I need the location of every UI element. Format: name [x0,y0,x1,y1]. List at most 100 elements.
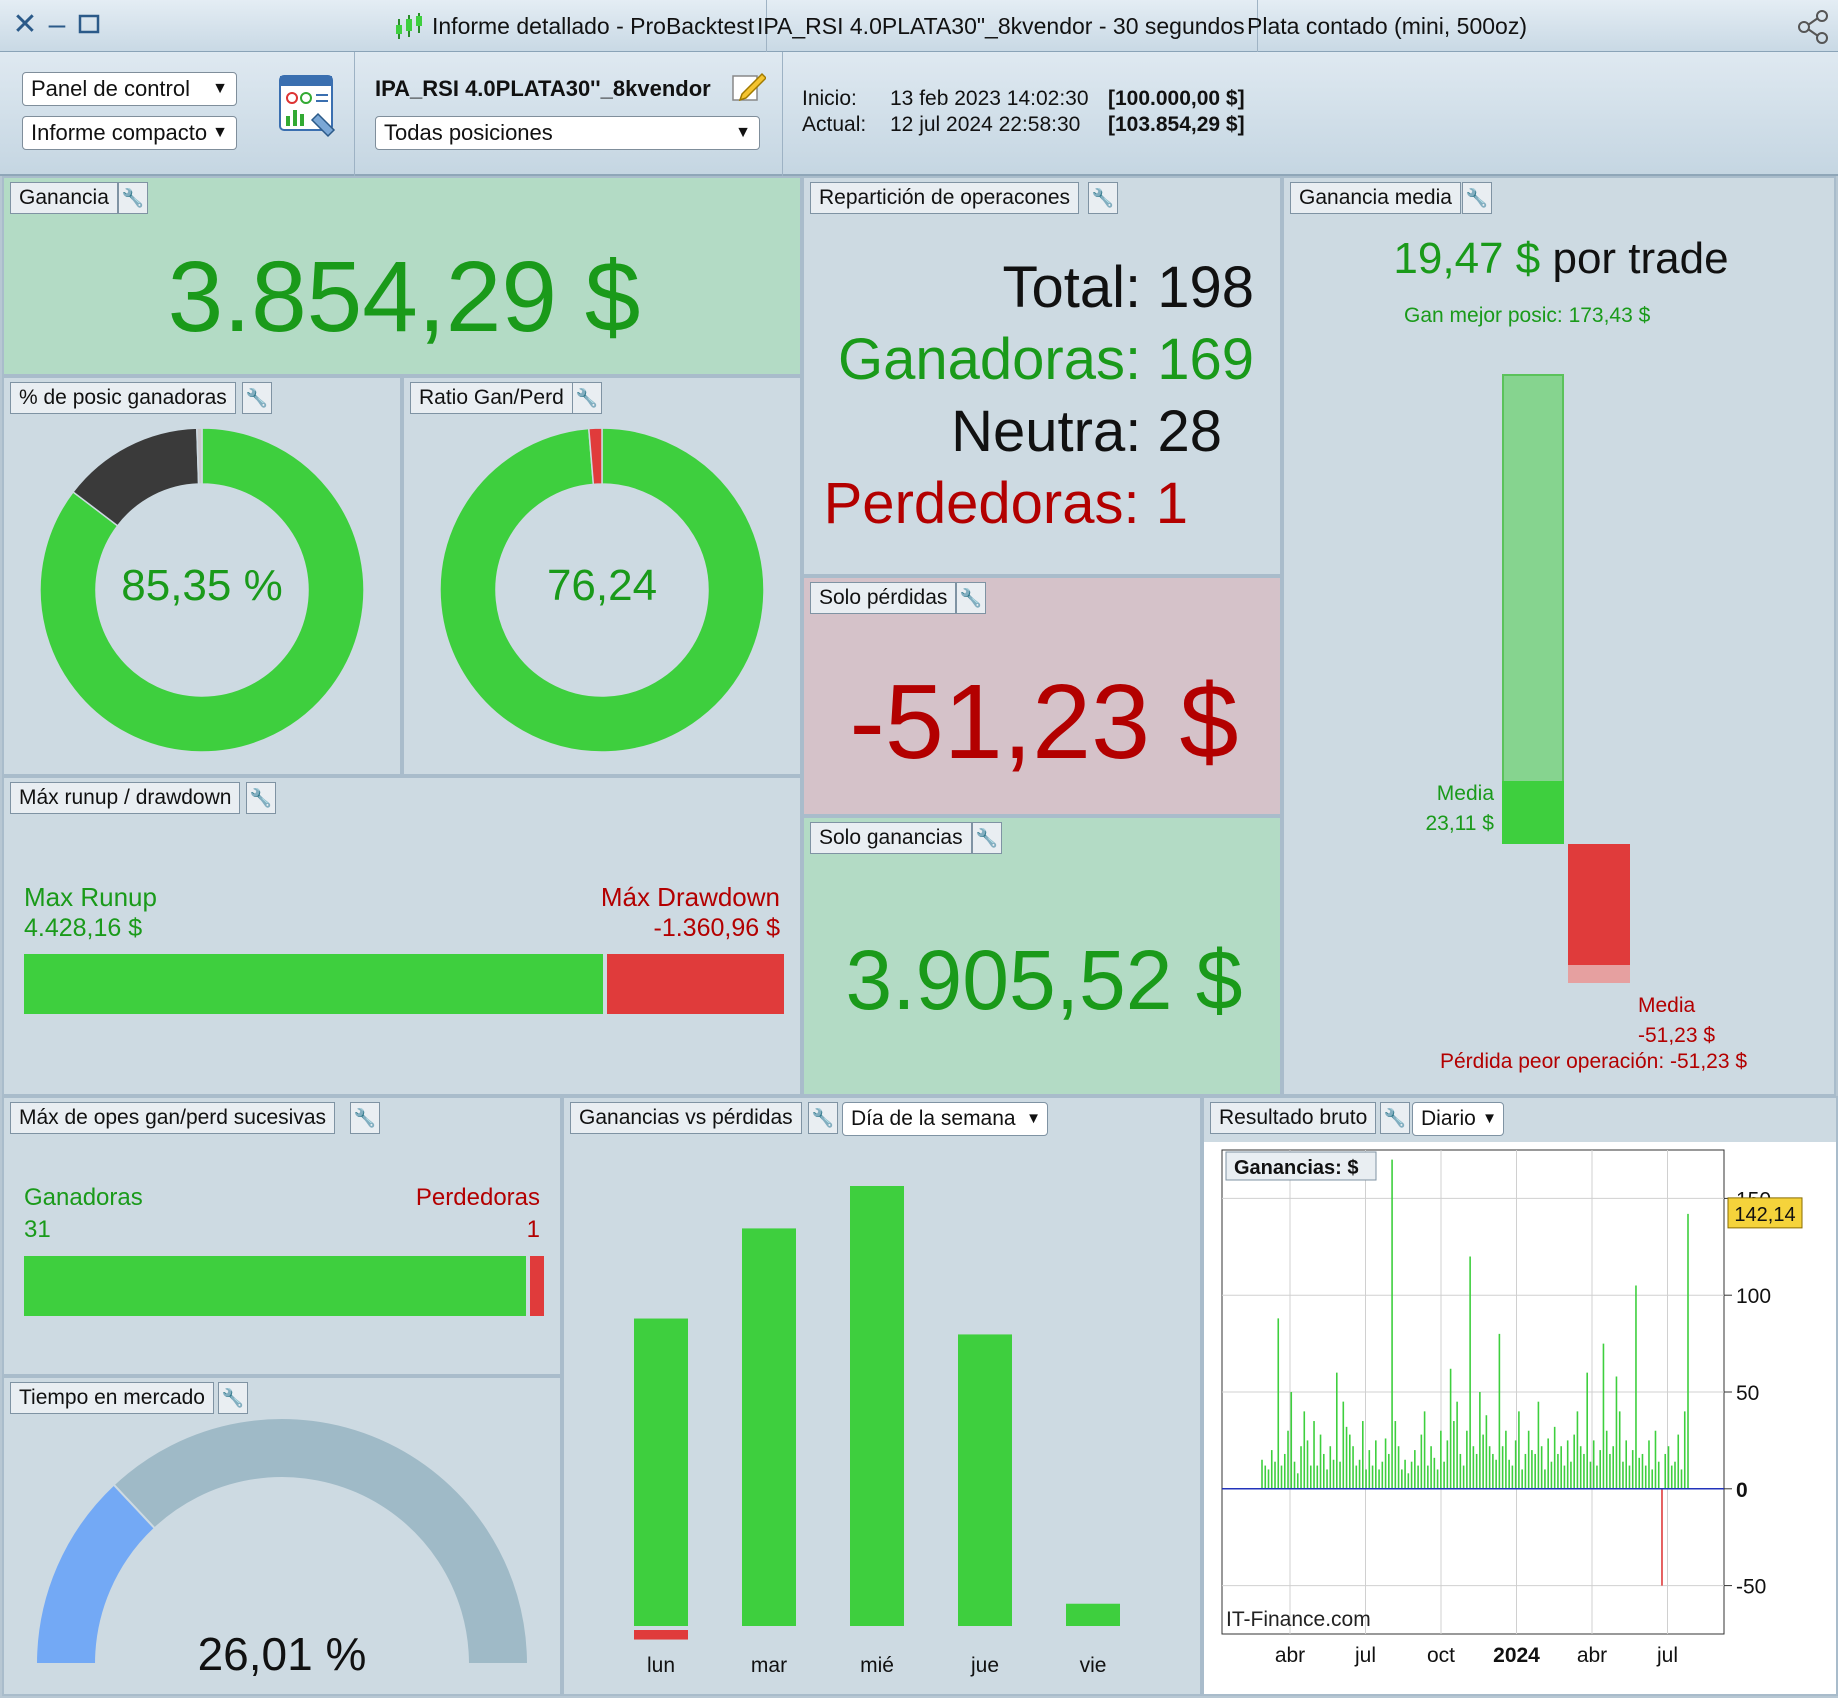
drawdown-bar [607,954,784,1014]
weekday-grouping-select[interactable]: Día de la semana ▼ [842,1102,1048,1136]
wrench-icon[interactable]: 🔧 [572,382,602,414]
start-capital: [100.000,00 $] [1108,87,1245,110]
wrench-icon[interactable]: 🔧 [808,1102,838,1134]
toolbar: Panel de control ▼ Informe compacto ▼ IPA_… [0,52,1838,176]
weekday-grouping-value: Día de la semana [851,1107,1016,1130]
distribution-panel: Repartición de operacones 🔧 Total: 198 G… [802,176,1282,576]
win-label: Ganadoras: [838,327,1142,392]
panel-title: Ganancia media [1290,182,1461,214]
maximize-icon[interactable] [74,8,104,42]
loss-label: Perdedoras: [823,471,1140,536]
strategy-name: IPA_RSI 4.0PLATA30''_8kvendor [375,76,711,101]
ratio-panel: Ratio Gan/Perd 🔧 76,24 [402,376,802,776]
chevron-down-icon: ▼ [1026,1110,1041,1127]
x-tick-label: abr [1577,1644,1607,1667]
chevron-down-icon: ▼ [735,124,751,141]
gross-panel: Resultado bruto 🔧 Diario▼ 150100500-50ab… [1202,1096,1838,1696]
streak-loss-value: 1 [526,1216,540,1243]
panel-title: Máx runup / drawdown [10,782,241,814]
gauge-fill [34,1483,157,1665]
view-select[interactable]: Panel de control ▼ [22,72,237,106]
drawdown-label: Máx Drawdown [600,882,780,912]
x-tick-label: oct [1427,1644,1455,1667]
weekday-tick-label: mar [751,1654,787,1677]
per-trade-label: por trade [1552,234,1729,283]
watermark: IT-Finance.com [1226,1608,1371,1631]
wrench-icon[interactable]: 🔧 [1088,182,1118,214]
edit-pencil-icon[interactable] [730,68,768,109]
y-tick-label: -50 [1736,1576,1766,1599]
losses-only-value: -51,23 $ [849,663,1239,781]
avg-win-bar [1502,781,1564,844]
wrench-icon[interactable]: 🔧 [242,382,272,414]
chevron-down-icon: ▼ [212,80,228,97]
weekday-gain-bar [1066,1603,1120,1626]
wrench-icon[interactable]: 🔧 [1380,1102,1410,1134]
positions-select[interactable]: Todas posiciones ▼ [375,116,760,150]
report-select-value: Informe compacto [31,120,208,145]
x-tick-label: jul [1354,1644,1376,1667]
wrench-icon[interactable]: 🔧 [246,782,276,814]
win-value: 169 [1157,327,1254,392]
avg-loss-label: Media [1638,994,1696,1017]
date-range: Inicio: 13 feb 2023 14:02:30 [100.000,00 $… [802,86,1245,138]
view-select-value: Panel de control [31,76,190,101]
wrench-icon[interactable]: 🔧 [1462,182,1492,214]
y-tick-label: 100 [1736,1285,1771,1308]
per-trade: 19,47 $ por trade [1284,234,1834,284]
panel-title: Resultado bruto [1210,1102,1377,1134]
streak-win-value: 31 [24,1216,51,1243]
time-in-market-value: 26,01 % [198,1628,367,1680]
gross-period-value: Diario [1421,1107,1476,1130]
weekday-gain-bar [850,1186,904,1626]
runup-bar [24,954,604,1014]
report-settings-icon[interactable] [278,74,338,143]
panel-title: Ganancias vs pérdidas [570,1102,802,1134]
wrench-icon[interactable]: 🔧 [350,1102,380,1134]
wrench-icon[interactable]: 🔧 [118,182,148,214]
avg-gain-panel: Ganancia media 🔧 19,47 $ por trade Gan m… [1282,176,1836,1096]
legend-label: Ganancias: $ [1234,1157,1359,1179]
loss-slice [196,427,203,485]
win-pct-value: 85,35 % [121,561,282,610]
minimize-icon[interactable]: – [48,8,66,41]
win-slice [39,427,365,753]
gauge-track [112,1417,530,1665]
loss-slice [587,427,603,486]
loss-value: 1 [1155,471,1188,536]
weekday-chart: lun mar mié jue vie [634,1186,1120,1677]
gains-only-panel: Solo ganancias 🔧 3.905,52 $ [802,816,1282,1096]
total-value: 198 [1157,255,1254,320]
current-label: Actual: [802,113,867,136]
neutral-value: 28 [1157,399,1222,464]
weekday-tick-label: lun [647,1654,675,1677]
y-tick-label: 0 [1736,1479,1748,1502]
best-position: Gan mejor posic: 173,43 $ [1404,304,1651,327]
runup-label: Max Runup [24,882,157,912]
x-tick-label: 2024 [1493,1644,1540,1667]
per-trade-value: 19,47 $ [1393,234,1541,283]
time-in-market-panel: Tiempo en mercado 🔧 26,01 % [2,1376,562,1696]
best-position-bar [1502,374,1564,844]
wrench-icon[interactable]: 🔧 [218,1382,248,1414]
avg-bars [1284,338,1834,1058]
wrench-icon[interactable]: 🔧 [972,822,1002,854]
weekday-gain-bar [742,1228,796,1626]
win-pct-donut: 85,35 % [39,427,365,753]
gain-panel: Ganancia 🔧 3.854,29 $ [2,176,802,376]
share-icon[interactable] [1796,10,1830,49]
streak-win-bar [24,1256,526,1316]
report-select[interactable]: Informe compacto ▼ [22,116,237,150]
y-tick-label: 50 [1736,1382,1759,1405]
x-tick-label: abr [1275,1644,1305,1667]
close-icon[interactable]: ✕ [12,8,38,41]
streak-panel: Máx de opes gan/perd sucesivas 🔧 Ganador… [2,1096,562,1376]
gross-period-select[interactable]: Diario ▼ [1412,1102,1504,1136]
avg-win-value: 23,11 $ [1425,812,1494,835]
panel-title: Solo pérdidas [810,582,957,614]
ratio-value: 76,24 [547,561,657,610]
gain-value: 3.854,29 $ [167,241,641,353]
avg-loss-value: -51,23 $ [1638,1024,1716,1047]
weekday-loss-bar [634,1630,688,1640]
wrench-icon[interactable]: 🔧 [956,582,986,614]
